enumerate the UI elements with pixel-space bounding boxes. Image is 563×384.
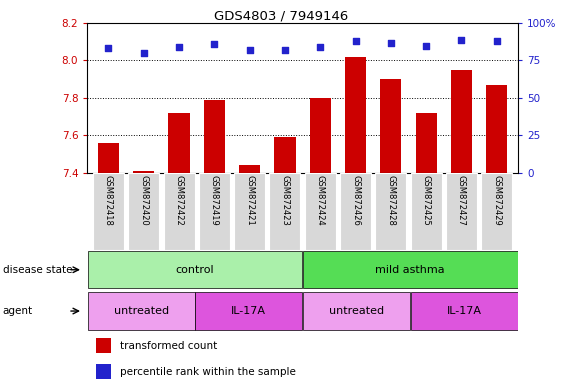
- Text: IL-17A: IL-17A: [231, 306, 266, 316]
- FancyBboxPatch shape: [88, 291, 195, 331]
- Text: control: control: [176, 265, 215, 275]
- FancyBboxPatch shape: [93, 173, 124, 250]
- FancyBboxPatch shape: [88, 251, 302, 288]
- Text: mild asthma: mild asthma: [376, 265, 445, 275]
- FancyBboxPatch shape: [270, 173, 301, 250]
- Bar: [380, 79, 401, 173]
- Text: GSM872420: GSM872420: [139, 175, 148, 226]
- Text: GSM872418: GSM872418: [104, 175, 113, 226]
- FancyBboxPatch shape: [163, 173, 195, 250]
- Text: GDS4803 / 7949146: GDS4803 / 7949146: [215, 10, 348, 23]
- Text: GSM872429: GSM872429: [492, 175, 501, 226]
- FancyBboxPatch shape: [303, 291, 410, 331]
- FancyBboxPatch shape: [195, 291, 302, 331]
- Bar: [274, 137, 296, 173]
- Text: untreated: untreated: [329, 306, 384, 316]
- Text: GSM872422: GSM872422: [175, 175, 184, 226]
- FancyBboxPatch shape: [303, 251, 517, 288]
- Text: GSM872424: GSM872424: [316, 175, 325, 226]
- Text: untreated: untreated: [114, 306, 169, 316]
- Text: GSM872421: GSM872421: [245, 175, 254, 226]
- FancyBboxPatch shape: [376, 173, 406, 250]
- Bar: [451, 70, 472, 173]
- Point: [210, 41, 219, 47]
- Bar: [239, 166, 260, 173]
- Point: [351, 38, 360, 44]
- Point: [175, 44, 184, 50]
- Text: GSM872425: GSM872425: [422, 175, 431, 226]
- Bar: [204, 100, 225, 173]
- FancyBboxPatch shape: [305, 173, 336, 250]
- Point: [422, 43, 431, 49]
- Bar: [98, 143, 119, 173]
- Text: GSM872419: GSM872419: [210, 175, 219, 226]
- Text: GSM872427: GSM872427: [457, 175, 466, 226]
- Text: transformed count: transformed count: [119, 341, 217, 351]
- Bar: [96, 338, 111, 353]
- Point: [104, 45, 113, 51]
- Text: agent: agent: [3, 306, 33, 316]
- FancyBboxPatch shape: [481, 173, 512, 250]
- FancyBboxPatch shape: [340, 173, 371, 250]
- FancyBboxPatch shape: [128, 173, 159, 250]
- Bar: [310, 98, 331, 173]
- Bar: [133, 171, 154, 173]
- FancyBboxPatch shape: [199, 173, 230, 250]
- Point: [245, 47, 254, 53]
- Bar: [415, 113, 437, 173]
- Point: [316, 44, 325, 50]
- Bar: [96, 364, 111, 379]
- Point: [457, 36, 466, 43]
- Point: [386, 40, 395, 46]
- Text: GSM872428: GSM872428: [386, 175, 395, 226]
- Bar: [486, 85, 507, 173]
- Point: [139, 50, 148, 56]
- Point: [492, 38, 501, 44]
- Bar: [168, 113, 190, 173]
- FancyBboxPatch shape: [410, 173, 442, 250]
- Text: percentile rank within the sample: percentile rank within the sample: [119, 367, 296, 377]
- Point: [280, 47, 289, 53]
- Text: IL-17A: IL-17A: [446, 306, 481, 316]
- Bar: [345, 57, 366, 173]
- Text: disease state: disease state: [3, 265, 72, 275]
- FancyBboxPatch shape: [410, 291, 517, 331]
- FancyBboxPatch shape: [234, 173, 265, 250]
- FancyBboxPatch shape: [446, 173, 477, 250]
- Text: GSM872423: GSM872423: [280, 175, 289, 226]
- Text: GSM872426: GSM872426: [351, 175, 360, 226]
